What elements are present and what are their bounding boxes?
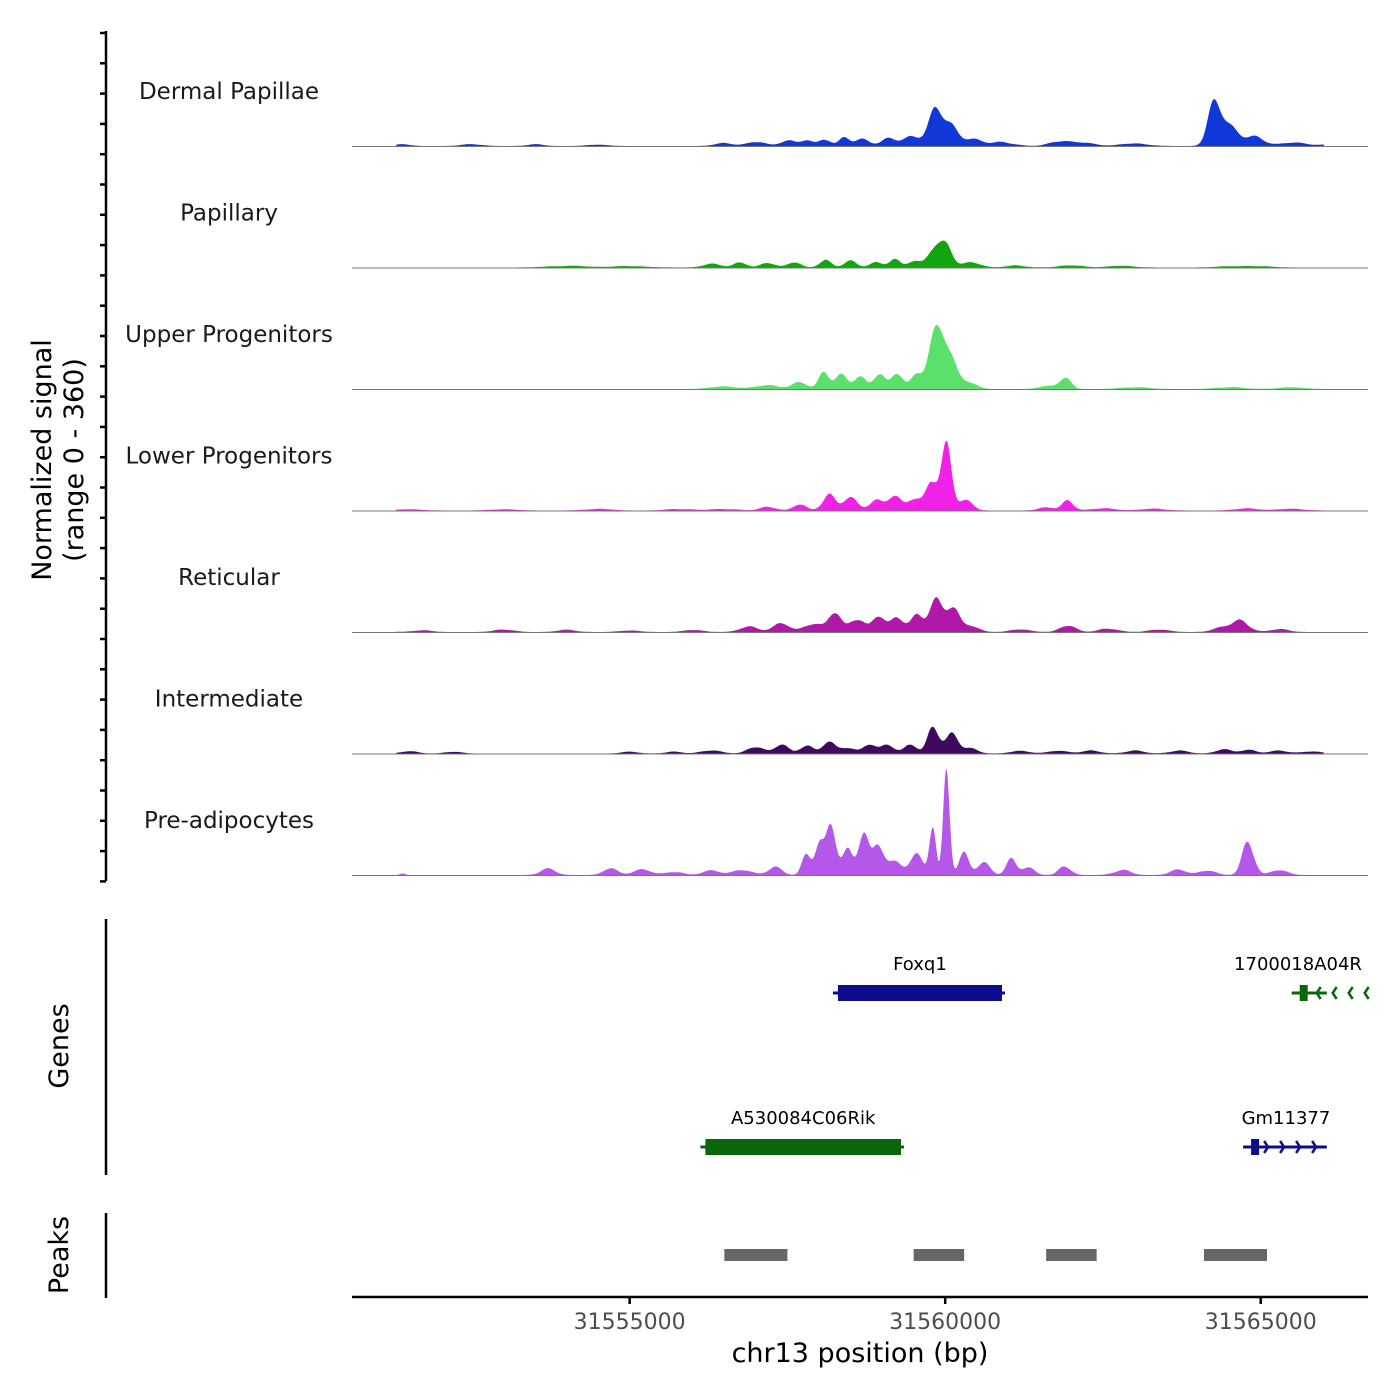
strand-arrow: [1347, 986, 1354, 1000]
peak-region: [913, 1249, 965, 1261]
gene-label: Gm11377: [1242, 1108, 1331, 1129]
peak-region: [1203, 1249, 1268, 1261]
strand-arrow: [1295, 1140, 1302, 1154]
gene-a530084c06rik: A530084C06Rik: [700, 1108, 905, 1155]
track-label: Papillary: [180, 201, 278, 227]
gene-label: 1700018A04R: [1234, 954, 1362, 975]
coverage-area: [396, 440, 1324, 511]
track-label: Upper Progenitors: [125, 322, 333, 348]
strand-arrow: [1311, 1140, 1318, 1154]
track-upper-progenitors: Upper Progenitors: [125, 322, 1368, 390]
coverage-area: [396, 769, 1324, 875]
coverage-tracks: Dermal Papillae Papillary Upper Progenitor…: [125, 79, 1368, 876]
y-axis-title-line2: (range 0 - 360): [59, 358, 90, 562]
peak-region-panel: [724, 1249, 1268, 1261]
track-papillary: Papillary: [180, 201, 1368, 269]
x-axis-title: chr13 position (bp): [732, 1338, 989, 1369]
track-label: Lower Progenitors: [126, 444, 333, 470]
gene-label: Foxq1: [893, 954, 947, 975]
coverage-area: [396, 240, 1324, 268]
gene-foxq1: Foxq1: [832, 954, 1005, 1001]
peak-region: [724, 1249, 788, 1261]
gene-exon-block: [1251, 1139, 1260, 1155]
track-intermediate: Intermediate: [155, 687, 1368, 755]
x-tick-label: 31555000: [574, 1310, 686, 1335]
strand-arrow: [1315, 986, 1322, 1000]
strand-arrow: [1263, 1140, 1270, 1154]
strand-arrow: [1363, 986, 1370, 1000]
gene-1700018a04r: 1700018A04R: [1234, 954, 1370, 1001]
axes: 31555000 31560000 31565000: [100, 31, 1368, 1335]
peaks-panel-title: Peaks: [44, 1216, 75, 1294]
track-label: Pre-adipocytes: [144, 808, 314, 834]
x-tick-label: 31560000: [889, 1310, 1001, 1335]
gene-label: A530084C06Rik: [731, 1108, 876, 1129]
track-label: Intermediate: [155, 687, 303, 713]
track-pre-adipocytes: Pre-adipocytes: [144, 769, 1368, 876]
track-label: Reticular: [178, 565, 280, 591]
gene-exon-block: [837, 985, 1002, 1001]
gene-annotation-panel: Foxq1 1700018A04R A530084C06Rik Gm11377: [700, 954, 1370, 1155]
strand-arrow: [1279, 1140, 1286, 1154]
track-label: Dermal Papillae: [139, 79, 319, 105]
coverage-area: [396, 324, 1324, 389]
genes-panel-title: Genes: [44, 1003, 75, 1088]
gene-exon-block: [705, 1139, 902, 1155]
coverage-area: [396, 726, 1324, 754]
strand-arrow: [1331, 986, 1338, 1000]
track-reticular: Reticular: [178, 565, 1368, 633]
gene-gm11377: Gm11377: [1242, 1108, 1331, 1155]
gene-exon-block: [1299, 985, 1308, 1001]
x-tick-label: 31565000: [1205, 1310, 1317, 1335]
y-axis-title-line1: Normalized signal: [27, 339, 58, 581]
coverage-area: [396, 99, 1324, 146]
track-dermal-papillae: Dermal Papillae: [139, 79, 1368, 147]
peak-region: [1046, 1249, 1097, 1261]
coverage-area: [396, 597, 1324, 632]
track-lower-progenitors: Lower Progenitors: [126, 440, 1368, 512]
